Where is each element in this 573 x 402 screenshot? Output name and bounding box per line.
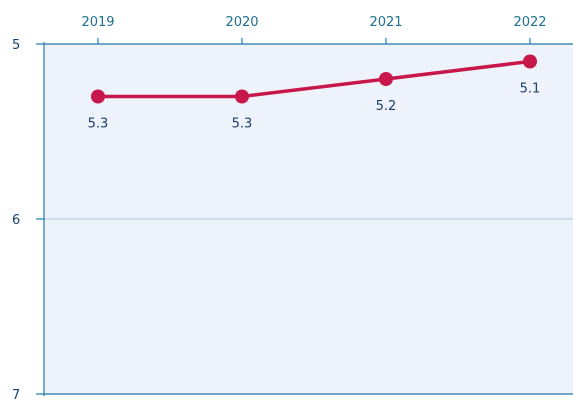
y-tick-label-6: 6: [12, 213, 20, 228]
y-tick-label-7: 7: [12, 388, 20, 402]
data-point-2019: [91, 89, 105, 104]
y-axis-ticks: 5 6 7: [12, 38, 44, 402]
data-label-2021: 5.2: [376, 99, 397, 114]
data-point-2021: [379, 72, 393, 86]
x-tick-label-2019: 2019: [81, 15, 114, 30]
data-point-2020: [235, 89, 249, 104]
y-tick-label-5: 5: [12, 38, 20, 53]
series-markers: [91, 54, 537, 104]
data-label-2022: 5.1: [520, 82, 541, 97]
x-tick-label-2020: 2020: [225, 15, 258, 30]
x-axis-ticks: 2019 2020 2021 2022: [81, 15, 547, 44]
data-point-2022: [523, 54, 537, 69]
data-labels: 5.3 5.3 5.2 5.1: [88, 82, 541, 132]
x-tick-label-2021: 2021: [369, 15, 402, 30]
series-line: [98, 59, 531, 99]
data-label-2019: 5.3: [88, 117, 109, 132]
x-tick-label-2022: 2022: [513, 15, 546, 30]
data-label-2020: 5.3: [232, 117, 253, 132]
